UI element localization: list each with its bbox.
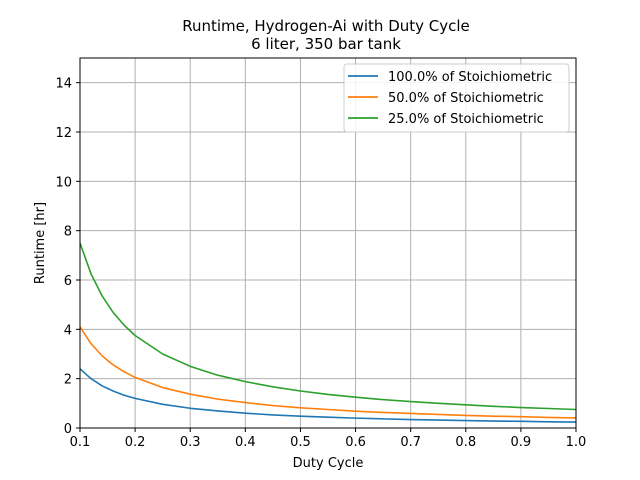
y-axis-ticks: 0 2 4 6 8 10 12 14 [55,77,80,437]
legend-label-1: 100.0% of Stoichiometric [388,70,552,85]
legend-label-2: 50.0% of Stoichiometric [388,91,544,106]
legend: 100.0% of Stoichiometric 50.0% of Stoichi… [343,63,570,133]
y-tick-label: 6 [64,274,72,289]
y-tick-label: 8 [64,225,72,240]
chart-title: Runtime, Hydrogen-Ai with Duty Cycle [182,17,470,35]
series-line-1 [79,368,577,423]
series-lines [79,242,577,423]
y-tick-label: 0 [64,422,72,437]
x-tick-label: 0.1 [70,435,91,450]
y-tick-label: 10 [55,175,72,190]
x-tick-label: 0.2 [125,435,146,450]
x-tick-label: 0.7 [400,435,421,450]
y-tick-label: 4 [64,323,72,338]
series-line-2 [79,326,577,419]
y-axis-label: Runtime [hr] [33,202,48,284]
x-tick-label: 0.9 [511,435,532,450]
x-tick-label: 0.8 [455,435,476,450]
y-tick-label: 2 [64,373,72,388]
y-tick-label: 12 [55,126,72,141]
plot-frame [79,57,577,429]
x-tick-label: 0.4 [235,435,256,450]
y-tick-label: 14 [55,77,72,92]
series-line-3 [79,242,577,411]
x-axis-ticks: 0.1 0.2 0.3 0.4 0.5 0.6 0.7 0.8 0.9 1.0 [70,428,587,450]
x-tick-label: 0.3 [180,435,201,450]
x-axis-label: Duty Cycle [293,456,364,471]
x-tick-label: 1.0 [566,435,587,450]
chart-subtitle: 6 liter, 350 bar tank [251,35,401,53]
x-tick-label: 0.6 [345,435,366,450]
x-tick-label: 0.5 [290,435,311,450]
legend-box [343,63,570,133]
legend-label-3: 25.0% of Stoichiometric [388,112,544,127]
